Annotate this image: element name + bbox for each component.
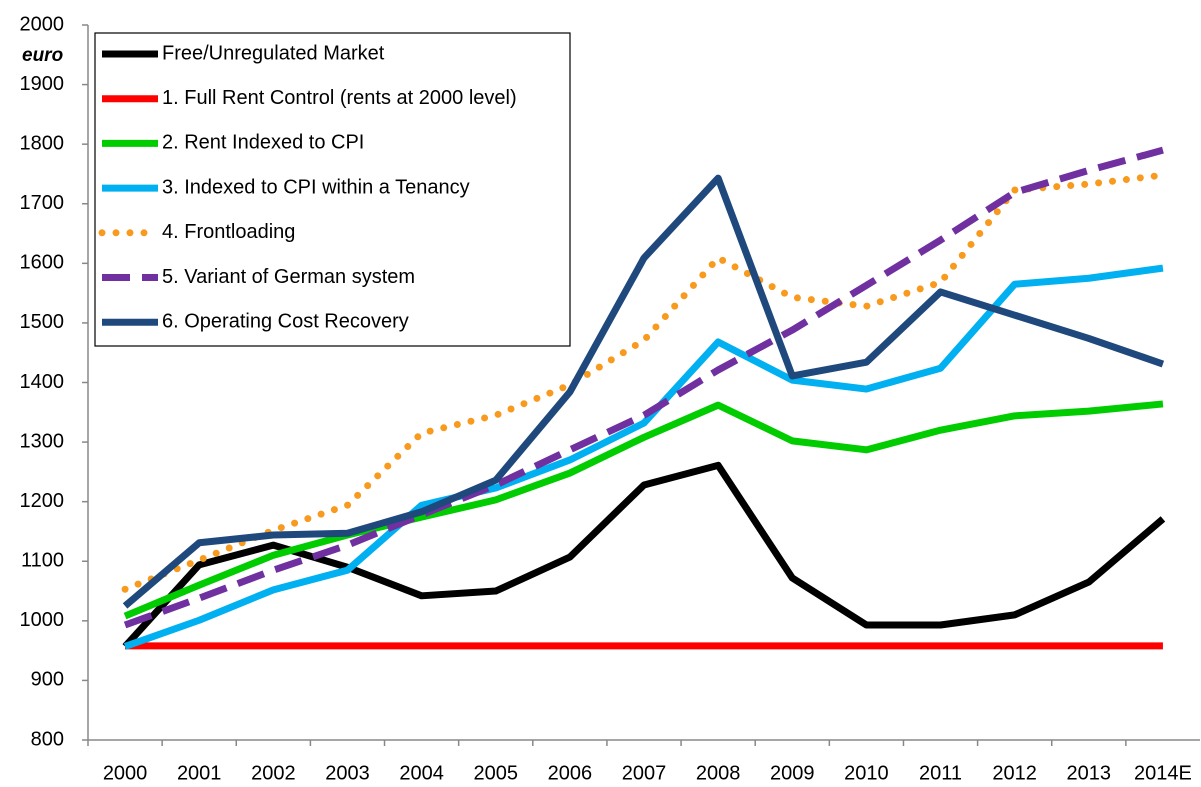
y-tick-label: 1600 — [20, 252, 65, 274]
y-tick-label: 2000 — [20, 13, 65, 35]
y-tick-label: 1500 — [20, 311, 65, 333]
y-tick-label: 1800 — [20, 132, 65, 154]
legend-label: 3. Indexed to CPI within a Tenancy — [162, 176, 470, 198]
line-series — [123, 400, 1164, 620]
y-tick-label: 800 — [31, 728, 64, 750]
x-tick-label: 2014E — [1134, 762, 1192, 784]
x-tick-label: 2006 — [548, 762, 593, 784]
x-tick-label: 2012 — [992, 762, 1037, 784]
x-tick-label: 2002 — [251, 762, 296, 784]
line-series — [123, 264, 1164, 650]
y-axis-label: euro — [22, 45, 63, 66]
line-series — [122, 174, 1165, 609]
x-tick-label: 2001 — [177, 762, 222, 784]
y-tick-label: 1900 — [20, 73, 65, 95]
x-tick-label: 2008 — [696, 762, 741, 784]
legend-label: 4. Frontloading — [162, 221, 295, 243]
x-tick-label: 2013 — [1067, 762, 1112, 784]
legend-label: Free/Unregulated Market — [162, 42, 385, 64]
y-tick-label: 1000 — [20, 609, 65, 631]
line-series — [121, 171, 1167, 593]
x-tick-label: 2009 — [770, 762, 815, 784]
x-tick-label: 2011 — [919, 762, 962, 784]
legend-box — [94, 32, 571, 347]
legend-label: 2. Rent Indexed to CPI — [162, 132, 364, 154]
y-tick-label: 1300 — [20, 430, 65, 452]
x-tick-label: 2003 — [325, 762, 370, 784]
y-tick-label: 900 — [31, 669, 64, 691]
x-tick-label: 2007 — [622, 762, 667, 784]
y-tick-label: 1100 — [21, 550, 64, 572]
legend: Free/Unregulated Market 1. Full Rent Cont… — [94, 32, 571, 347]
legend-label: 5. Variant of German system — [162, 266, 415, 288]
line-series — [123, 146, 1164, 629]
y-tick-label: 1200 — [20, 490, 65, 512]
y-tick-label: 1400 — [20, 371, 65, 393]
legend-label: 6. Operating Cost Recovery — [162, 310, 409, 332]
line-series — [122, 461, 1166, 649]
x-tick-label: 2010 — [844, 762, 889, 784]
x-tick-label: 2005 — [473, 762, 518, 784]
x-tick-label: 2004 — [399, 762, 444, 784]
y-tick-label: 1700 — [20, 192, 65, 214]
legend-label: 1. Full Rent Control (rents at 2000 leve… — [162, 87, 517, 109]
x-tick-label: 2000 — [103, 762, 148, 784]
